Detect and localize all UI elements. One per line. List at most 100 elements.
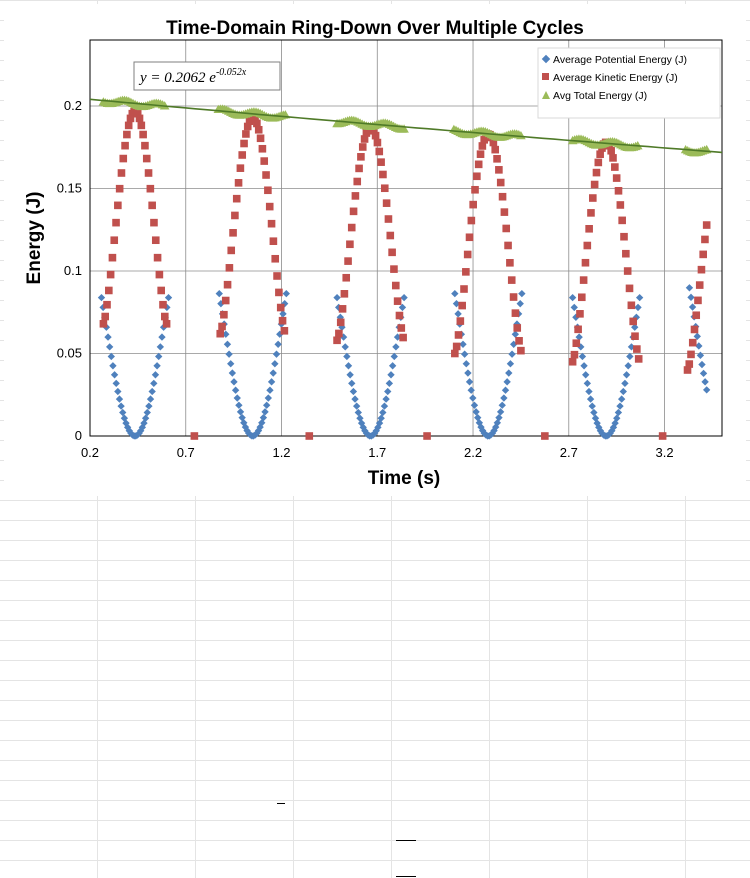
potential-energy-point	[469, 394, 477, 402]
kinetic-energy-point	[275, 288, 283, 297]
kinetic-energy-point	[541, 432, 549, 440]
kinetic-energy-point	[507, 276, 516, 284]
kinetic-energy-point	[335, 329, 343, 338]
kinetic-energy-point	[150, 218, 158, 227]
svg-text:y = 0.2062 e-0.052x: y = 0.2062 e-0.052x	[138, 67, 247, 86]
potential-energy-point	[271, 360, 279, 368]
potential-energy-point	[586, 395, 595, 403]
kinetic-energy-point	[633, 345, 641, 353]
kinetic-energy-point	[570, 350, 579, 359]
kinetic-energy-point	[395, 311, 404, 320]
potential-energy-point	[575, 333, 583, 341]
kinetic-energy-point	[609, 154, 617, 162]
kinetic-energy-point	[690, 325, 699, 334]
potential-energy-point	[225, 350, 233, 358]
kinetic-energy-point	[702, 221, 711, 229]
potential-energy-point	[354, 408, 362, 417]
potential-energy-point	[511, 330, 520, 338]
trendline-equation-box[interactable]: y = 0.2062 e-0.052x	[133, 61, 281, 91]
kinetic-energy-point	[238, 151, 247, 159]
potential-energy-point	[495, 413, 503, 422]
kinetic-energy-point	[576, 310, 584, 318]
kinetic-energy-point	[699, 250, 707, 259]
potential-energy-point	[164, 293, 173, 302]
potential-energy-point	[693, 332, 701, 341]
x-tick-label: 2.2	[464, 445, 482, 460]
kinetic-energy-point	[568, 357, 577, 366]
kinetic-energy-point	[269, 237, 278, 246]
potential-energy-point	[146, 395, 155, 403]
potential-energy-point	[282, 289, 290, 298]
kinetic-energy-point	[623, 267, 632, 275]
kinetic-energy-point	[471, 185, 479, 194]
potential-energy-point	[223, 340, 232, 348]
potential-energy-point	[568, 293, 577, 302]
potential-energy-point	[387, 371, 395, 379]
kinetic-energy-point	[265, 202, 274, 211]
kinetic-energy-point	[362, 129, 371, 137]
equation-exponent: -0.052x	[216, 67, 247, 78]
potential-energy-point	[501, 386, 510, 394]
potential-energy-point	[112, 379, 120, 388]
kinetic-energy-point	[377, 158, 385, 166]
kinetic-energy-point	[342, 273, 351, 282]
potential-energy-point	[622, 371, 631, 379]
chart-area[interactable]: Time-Domain Ring-Down Over Multiple Cycl…	[4, 4, 746, 496]
potential-energy-point	[451, 289, 459, 298]
kinetic-energy-point	[258, 144, 267, 153]
kinetic-energy-point	[452, 342, 461, 351]
kinetic-energy-point	[126, 114, 135, 123]
potential-energy-point	[379, 408, 387, 417]
kinetic-energy-point	[585, 224, 593, 233]
potential-energy-point	[626, 352, 634, 361]
potential-energy-point	[109, 362, 117, 370]
kinetic-energy-point	[144, 169, 153, 177]
y-tick-label: 0.05	[57, 346, 82, 361]
potential-energy-point	[699, 369, 708, 378]
kinetic-energy-point	[114, 201, 122, 210]
equation-main: y = 0.2062 e	[138, 70, 216, 86]
y-tick-label: 0.1	[64, 263, 82, 278]
kinetic-energy-point	[612, 174, 621, 182]
legend[interactable]: Average Potential Energy (J) Average Kin…	[537, 47, 721, 119]
potential-energy-point	[506, 360, 515, 368]
kinetic-energy-point	[458, 301, 466, 310]
kinetic-energy-point	[240, 139, 248, 148]
chart-svg: Time-Domain Ring-Down Over Multiple Cycl…	[24, 18, 723, 489]
potential-energy-point	[348, 379, 356, 388]
potential-energy-point	[695, 342, 703, 350]
series-potential-energy	[97, 284, 711, 440]
stray-mark-1	[277, 803, 285, 804]
potential-energy-point	[377, 414, 385, 422]
potential-energy-point	[236, 408, 245, 416]
potential-energy-point	[388, 362, 397, 370]
kinetic-energy-point	[697, 265, 706, 274]
plot-frame	[89, 39, 723, 437]
potential-energy-point	[588, 402, 596, 410]
kinetic-energy-point	[498, 192, 507, 201]
potential-energy-point	[619, 387, 627, 396]
potential-energy-point	[341, 343, 349, 351]
equation-box-frame	[133, 61, 281, 91]
potential-energy-point	[151, 371, 160, 379]
kinetic-energy-point	[683, 366, 692, 374]
potential-energy-point	[635, 293, 644, 302]
kinetic-energy-point	[386, 231, 395, 240]
kinetic-energy-point	[278, 316, 287, 325]
potential-energy-point	[382, 395, 390, 403]
potential-energy-point	[266, 386, 274, 394]
kinetic-energy-point	[493, 155, 501, 163]
kinetic-energy-point	[616, 201, 625, 209]
kinetic-energy-point	[688, 338, 697, 347]
kinetic-energy-point	[491, 145, 500, 154]
kinetic-energy-point	[463, 250, 472, 259]
kinetic-energy-point	[151, 236, 160, 245]
kinetic-energy-point	[694, 296, 702, 305]
kinetic-energy-point	[478, 142, 487, 150]
kinetic-energy-point	[267, 219, 276, 228]
potential-energy-point	[274, 340, 282, 348]
x-tick-label: 0.2	[81, 445, 99, 460]
potential-energy-point	[269, 369, 277, 377]
kinetic-energy-point	[474, 160, 483, 169]
potential-energy-point	[158, 333, 166, 341]
